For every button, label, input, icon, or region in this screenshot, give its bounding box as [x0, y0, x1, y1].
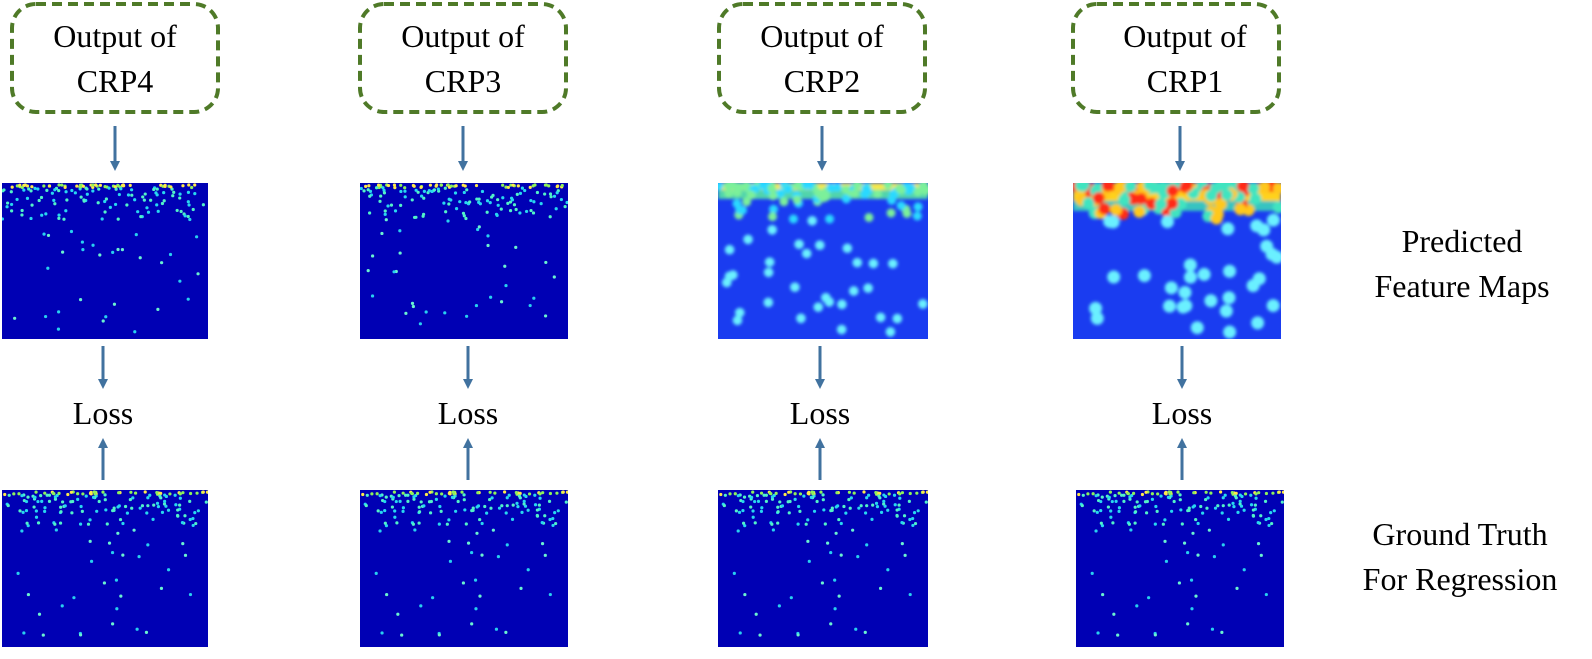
crp4-output-box: [10, 2, 220, 114]
crp3-loss-label: Loss: [438, 395, 498, 431]
crp3-box-line2: CRP3: [425, 63, 501, 99]
predicted-row-label: Predicted Feature Maps: [1374, 223, 1549, 304]
heatmap-background: [1076, 490, 1284, 647]
crp4-box-line1: Output of: [53, 18, 177, 54]
ground-truth-row-label: Ground Truth For Regression: [1363, 516, 1558, 597]
heatmap-texture: [2, 183, 205, 334]
heatmap-texture: [719, 490, 928, 637]
crp1-box-line1: Output of: [1123, 18, 1247, 54]
crp4-ground-truth-map: [2, 490, 208, 647]
column-crp2: Output of CRP2 Loss: [717, 2, 928, 647]
crp3-predicted-feature-map: [360, 183, 568, 339]
heatmap-background: [2, 490, 208, 647]
crp2-box-line2: CRP2: [784, 63, 860, 99]
crp4-predicted-feature-map: [2, 183, 208, 339]
predicted-label-line2: Feature Maps: [1374, 268, 1549, 304]
heatmap-background: [718, 490, 928, 647]
heatmap-texture: [361, 490, 568, 637]
crp1-output-box: [1071, 2, 1281, 114]
column-crp4: Output of CRP4 Loss: [2, 2, 220, 647]
column-crp1: Output of CRP1 Loss: [1071, 2, 1284, 647]
predicted-label-line1: Predicted: [1402, 223, 1523, 259]
crp2-loss-label: Loss: [790, 395, 850, 431]
crp2-predicted-feature-map: [718, 183, 928, 339]
crp4-loss-label: Loss: [73, 395, 133, 431]
crp1-ground-truth-map: [1076, 490, 1284, 647]
crp1-predicted-feature-map: [1073, 183, 1281, 339]
crp3-box-line1: Output of: [401, 18, 525, 54]
heatmap-background: [360, 183, 568, 339]
heatmap-texture: [718, 183, 928, 337]
crp2-output-box: [717, 2, 927, 114]
column-crp3: Output of CRP3 Loss: [358, 2, 568, 647]
heatmap-texture: [360, 183, 568, 326]
heatmap-background: [2, 183, 208, 339]
crp3-output-box: [358, 2, 568, 114]
heatmap-texture: [3, 490, 208, 637]
crp4-box-line2: CRP4: [77, 63, 153, 99]
crp1-box-line2: CRP1: [1147, 63, 1223, 99]
heatmap-texture: [1077, 490, 1284, 637]
ground-truth-label-line2: For Regression: [1363, 561, 1558, 597]
heatmap-texture: [1073, 183, 1281, 339]
crp2-box-line1: Output of: [760, 18, 884, 54]
crp3-ground-truth-map: [360, 490, 568, 647]
ground-truth-label-line1: Ground Truth: [1372, 516, 1547, 552]
heatmap-background: [360, 490, 568, 647]
crp1-loss-label: Loss: [1152, 395, 1212, 431]
crp2-ground-truth-map: [718, 490, 928, 647]
